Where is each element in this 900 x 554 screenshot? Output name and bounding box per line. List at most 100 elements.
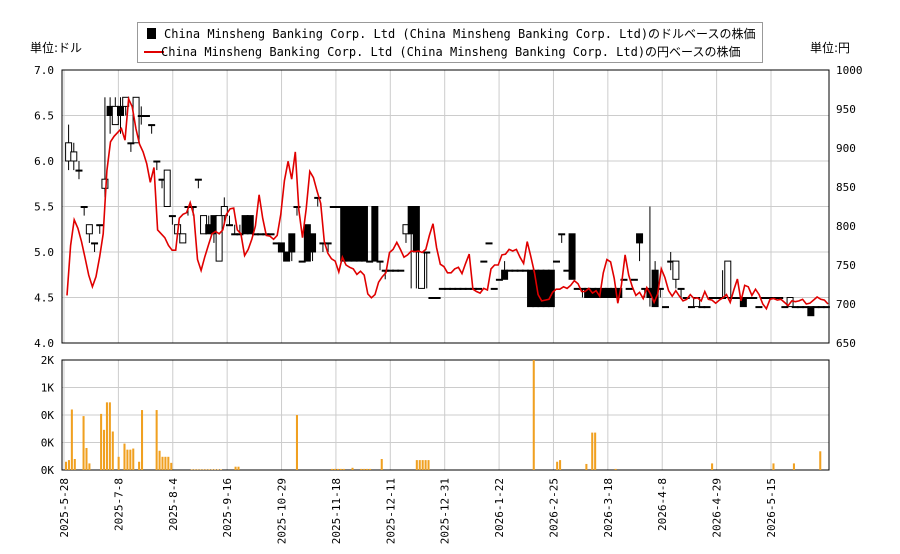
usd-candle-body <box>776 297 784 299</box>
volume-bar <box>380 459 383 470</box>
legend-label-jpy: China Minsheng Banking Corp. Ltd (China … <box>161 45 741 59</box>
volume-bar <box>711 463 714 470</box>
volume-bar <box>164 456 167 470</box>
price-right-tick-label: 750 <box>836 259 856 272</box>
usd-candle-body <box>475 287 483 290</box>
usd-candle-body <box>739 297 747 308</box>
volume-bar <box>614 468 617 470</box>
volume-bar <box>211 469 214 470</box>
usd-candle-body <box>293 206 301 208</box>
usd-candle-body <box>553 260 560 263</box>
usd-candle-body <box>142 115 150 117</box>
price-right-tick-label: 1000 <box>836 64 863 77</box>
usd-candle-body <box>309 233 317 253</box>
volume-bar <box>351 467 354 470</box>
price-left-tick-label: 5.0 <box>34 246 54 259</box>
volume-bar <box>360 468 363 470</box>
usd-candle-body <box>70 151 78 162</box>
volume-bar <box>339 468 342 470</box>
volume-bar <box>103 429 106 470</box>
volume-bar <box>532 360 535 470</box>
price-panel-frame <box>61 69 830 344</box>
usd-candle-body <box>85 224 93 235</box>
volume-bar <box>591 432 594 470</box>
usd-candle-body <box>480 260 488 263</box>
usd-candle-body <box>724 260 732 299</box>
left-unit-label: 単位:ドル <box>30 41 83 55</box>
volume-bar <box>73 459 76 470</box>
volume-bar <box>88 463 91 470</box>
usd-candle-body <box>703 306 711 309</box>
x-tick-label: 2026-5-15 <box>765 478 778 538</box>
price-right-tick-label: 900 <box>836 142 856 155</box>
x-tick-label: 2025-10-29 <box>276 478 289 544</box>
x-tick-label: 2026-4-8 <box>656 478 669 531</box>
usd-candle-body <box>91 242 99 245</box>
volume-bar <box>217 469 220 470</box>
usd-candle-body <box>194 178 202 181</box>
usd-candle-body <box>314 196 322 199</box>
volume-bar <box>117 456 120 470</box>
volume-bar <box>158 450 161 470</box>
volume-bar <box>85 448 88 470</box>
usd-candle-body <box>179 233 187 244</box>
volume-bar <box>792 463 795 470</box>
volume-bar <box>819 451 822 470</box>
usd-candle-body <box>283 251 291 262</box>
usd-candle-body <box>277 242 285 253</box>
usd-candle-body <box>630 278 638 281</box>
volume-bar <box>366 468 369 470</box>
volume-bar <box>155 410 158 470</box>
usd-candle-body <box>220 206 228 217</box>
volume-bar <box>424 460 427 470</box>
usd-candle-body <box>687 306 695 309</box>
usd-candle-body <box>656 287 664 290</box>
volume-tick-label: 1K <box>41 382 55 395</box>
x-tick-label: 2025-9-16 <box>221 478 234 538</box>
legend-swatch-jpy <box>144 51 164 53</box>
usd-candle-body <box>397 269 405 272</box>
volume-bar <box>141 410 144 470</box>
x-tick-label: 2025-5-28 <box>58 478 71 538</box>
volume-bar <box>193 469 196 470</box>
volume-bar <box>295 415 298 470</box>
volume-bar <box>108 402 111 470</box>
usd-candle-body <box>677 287 685 290</box>
usd-candle-body <box>298 260 306 263</box>
volume-bar <box>123 443 126 470</box>
price-left-tick-label: 6.5 <box>34 110 54 123</box>
usd-candle-body <box>822 306 830 309</box>
volume-bar <box>369 468 372 470</box>
usd-candle-body <box>324 242 332 245</box>
volume-bar <box>331 468 334 470</box>
usd-candle-body <box>246 215 254 235</box>
usd-candle-body <box>117 105 124 117</box>
usd-candle-body <box>682 297 690 299</box>
legend-item-usd: China Minsheng Banking Corp. Ltd (China … <box>144 25 755 43</box>
usd-candle-body <box>267 233 275 236</box>
usd-candle-body <box>288 233 296 253</box>
usd-candle-body <box>625 287 633 290</box>
price-right-tick-label: 800 <box>836 220 856 233</box>
x-tick-label: 2025-11-18 <box>330 478 343 544</box>
volume-bar <box>126 449 129 470</box>
usd-candle-body <box>148 124 156 127</box>
volume-bar <box>167 456 170 470</box>
usd-candle-body <box>501 269 509 280</box>
usd-candle-body <box>80 206 88 208</box>
volume-bar <box>170 462 173 470</box>
volume-bar <box>333 468 336 470</box>
price-right-tick-label: 700 <box>836 298 856 311</box>
x-tick-label: 2026-1-22 <box>493 478 506 538</box>
volume-bar <box>336 468 339 470</box>
usd-candle-body <box>485 242 493 245</box>
usd-candle-body <box>360 206 368 262</box>
usd-candle-body <box>75 169 83 172</box>
usd-candle-body <box>96 224 104 227</box>
x-tick-label: 2025-7-8 <box>112 478 125 531</box>
usd-candle-body <box>636 233 644 244</box>
usd-candle-body <box>620 278 628 281</box>
jpy-price-line <box>66 95 829 311</box>
usd-candle-body <box>750 297 758 299</box>
volume-bar <box>111 431 114 470</box>
